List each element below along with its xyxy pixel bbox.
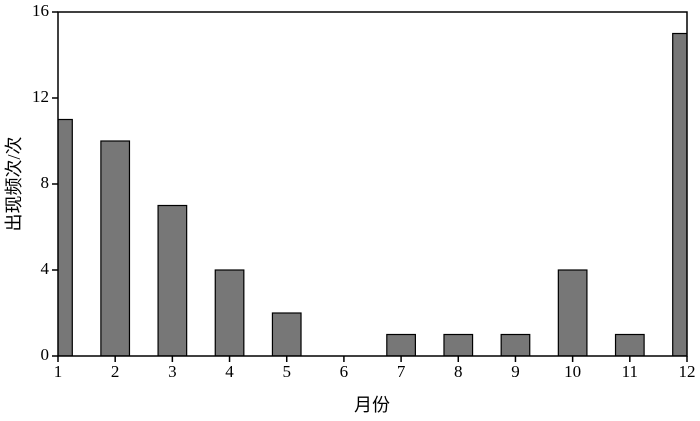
x-tick-label: 9 (511, 362, 520, 381)
x-tick-label: 1 (54, 362, 63, 381)
x-tick-label: 10 (564, 362, 581, 381)
x-tick-label: 3 (168, 362, 177, 381)
bar (100, 140, 131, 356)
bar (271, 312, 302, 356)
bar (386, 333, 416, 356)
x-tick-label: 12 (679, 362, 696, 381)
bars (58, 32, 687, 356)
y-tick-label: 8 (41, 173, 50, 192)
bar (557, 269, 588, 356)
x-tick-label: 4 (225, 362, 234, 381)
x-axis-title: 月份 (354, 395, 390, 415)
x-tick-label: 6 (340, 362, 349, 381)
plot-frame (57, 11, 688, 357)
x-tick-label: 8 (454, 362, 463, 381)
x-tick-label: 11 (622, 362, 638, 381)
y-tick-label: 4 (41, 259, 50, 278)
x-tick-label: 2 (111, 362, 120, 381)
bar (500, 333, 531, 356)
bar (157, 204, 188, 356)
bar (443, 333, 474, 356)
y-axis-title: 出现频次/次 (4, 136, 24, 231)
x-tick-label: 5 (282, 362, 291, 381)
bar (58, 118, 73, 356)
bar (214, 269, 245, 356)
y-tick-label: 0 (41, 345, 50, 364)
y-tick-label: 16 (32, 1, 49, 20)
y-tick-label: 12 (32, 87, 49, 106)
x-tick-label: 7 (397, 362, 406, 381)
bar (614, 333, 645, 356)
